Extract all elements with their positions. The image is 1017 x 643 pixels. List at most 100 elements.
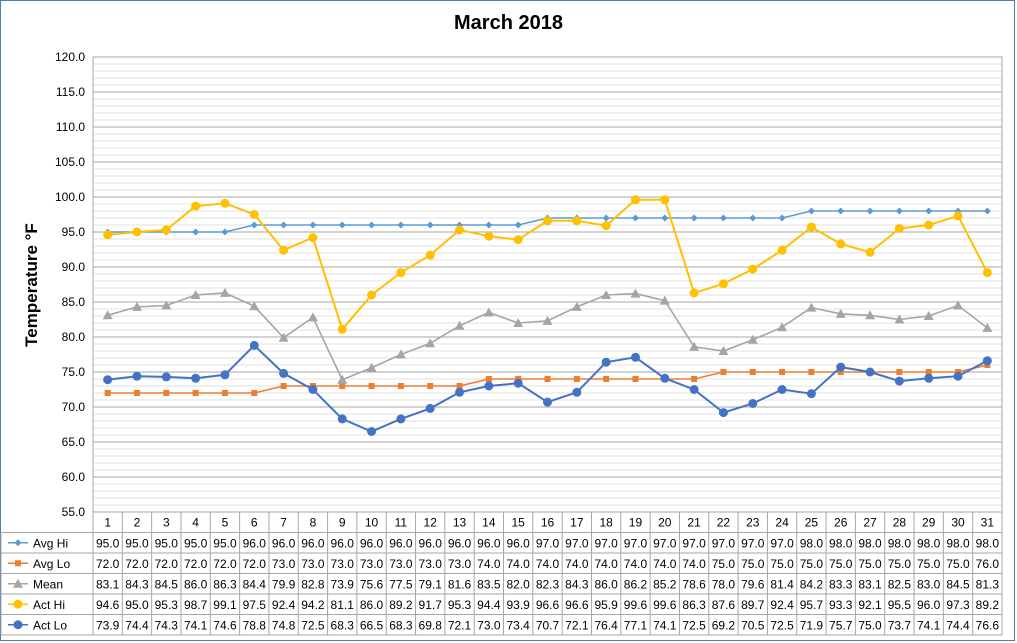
data-label: 81.4 xyxy=(770,577,794,591)
data-point xyxy=(425,338,436,348)
data-point xyxy=(485,376,492,382)
data-point xyxy=(338,221,346,229)
data-label: 92.4 xyxy=(272,598,296,612)
x-tick-label: 26 xyxy=(834,516,848,530)
data-label: 96.0 xyxy=(272,536,296,550)
data-label: 74.0 xyxy=(624,557,648,571)
data-label: 73.0 xyxy=(360,557,384,571)
data-label: 97.0 xyxy=(770,536,794,550)
data-point xyxy=(836,362,846,372)
data-label: 86.0 xyxy=(594,577,618,591)
data-point xyxy=(13,620,23,630)
data-point xyxy=(777,245,787,255)
x-tick-label: 10 xyxy=(365,516,379,530)
data-point xyxy=(250,221,258,229)
data-label: 75.0 xyxy=(888,557,912,571)
data-point xyxy=(924,220,934,230)
data-point xyxy=(748,264,758,274)
data-point xyxy=(220,198,230,208)
data-label: 97.5 xyxy=(243,598,267,612)
y-tick-label: 95.0 xyxy=(62,225,86,239)
data-label: 73.9 xyxy=(331,577,355,591)
data-label: 97.3 xyxy=(946,598,970,612)
data-label: 98.0 xyxy=(888,536,912,550)
data-point xyxy=(747,334,758,344)
data-label: 96.0 xyxy=(301,536,325,550)
x-tick-label: 29 xyxy=(922,516,936,530)
data-label: 73.0 xyxy=(272,557,296,571)
data-label: 86.0 xyxy=(360,598,384,612)
data-point xyxy=(337,324,347,334)
data-point xyxy=(543,216,552,226)
data-point xyxy=(103,375,113,385)
data-label: 78.8 xyxy=(243,618,267,632)
x-tick-label: 6 xyxy=(251,516,258,530)
x-tick-label: 17 xyxy=(570,516,584,530)
x-tick-label: 21 xyxy=(687,516,701,530)
data-point xyxy=(983,207,991,215)
data-label: 83.1 xyxy=(96,577,120,591)
data-point xyxy=(249,301,260,311)
data-label: 93.3 xyxy=(829,598,853,612)
data-point xyxy=(220,370,230,380)
data-label: 73.0 xyxy=(477,618,501,632)
data-point xyxy=(543,397,552,407)
data-label: 98.0 xyxy=(858,536,882,550)
data-label: 96.0 xyxy=(506,536,530,550)
x-tick-label: 24 xyxy=(775,516,789,530)
data-label: 81.1 xyxy=(331,598,355,612)
data-label: 95.0 xyxy=(125,598,149,612)
data-label: 71.9 xyxy=(800,618,824,632)
data-point xyxy=(161,300,172,310)
data-label: 94.6 xyxy=(96,598,120,612)
data-point xyxy=(131,301,142,311)
data-point xyxy=(395,349,406,359)
legend-label: Avg Hi xyxy=(33,536,68,550)
data-label: 72.5 xyxy=(770,618,794,632)
x-tick-label: 7 xyxy=(280,516,287,530)
x-tick-label: 20 xyxy=(658,516,672,530)
x-tick-label: 8 xyxy=(310,516,317,530)
data-point xyxy=(280,383,287,389)
data-label: 77.5 xyxy=(389,577,413,591)
data-label: 95.0 xyxy=(213,536,237,550)
y-tick-label: 120.0 xyxy=(55,50,85,64)
data-point xyxy=(366,362,377,372)
data-label: 96.0 xyxy=(477,536,501,550)
data-point xyxy=(397,221,405,229)
data-point xyxy=(630,195,640,205)
data-point xyxy=(718,279,728,289)
legend-label: Act Lo xyxy=(33,618,67,632)
data-label: 96.0 xyxy=(331,536,355,550)
data-label: 74.0 xyxy=(477,557,501,571)
data-label: 83.3 xyxy=(829,577,853,591)
x-tick-label: 2 xyxy=(134,516,141,530)
data-point xyxy=(603,376,610,382)
data-point xyxy=(924,373,934,383)
data-label: 96.0 xyxy=(389,536,413,550)
data-point xyxy=(425,403,435,413)
x-tick-label: 27 xyxy=(863,516,877,530)
y-tick-label: 80.0 xyxy=(62,330,86,344)
data-label: 93.9 xyxy=(506,598,530,612)
data-point xyxy=(249,340,259,350)
data-label: 92.4 xyxy=(770,598,794,612)
data-point xyxy=(806,389,816,399)
data-label: 84.5 xyxy=(155,577,179,591)
data-point xyxy=(718,346,729,355)
x-tick-label: 23 xyxy=(746,516,760,530)
data-label: 73.9 xyxy=(96,618,120,632)
data-label: 75.0 xyxy=(946,557,970,571)
data-point xyxy=(161,372,171,382)
data-point xyxy=(367,427,377,436)
data-point xyxy=(953,211,963,221)
data-label: 73.0 xyxy=(301,557,325,571)
data-point xyxy=(133,390,140,396)
data-label: 74.6 xyxy=(213,618,237,632)
data-point xyxy=(691,376,698,382)
data-label: 74.0 xyxy=(682,557,706,571)
data-point xyxy=(427,383,434,389)
data-point xyxy=(249,210,259,219)
data-label: 86.0 xyxy=(184,577,208,591)
data-label: 75.7 xyxy=(829,618,853,632)
